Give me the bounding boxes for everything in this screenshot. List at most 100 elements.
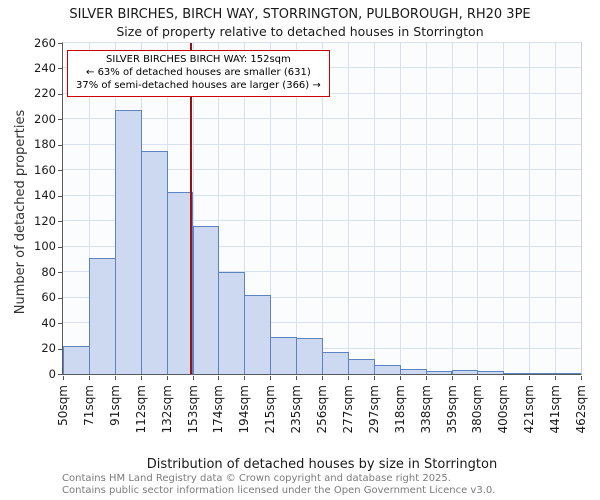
- x-tick-mark: [425, 376, 427, 380]
- x-gridline: [451, 43, 453, 374]
- x-tick-label-text: 50sqm: [56, 385, 70, 426]
- y-tick-label: 240: [34, 60, 56, 75]
- x-tick-label-text: 132sqm: [159, 385, 174, 434]
- x-tick-mark: [140, 376, 142, 380]
- x-axis-title: Distribution of detached houses by size …: [146, 457, 498, 472]
- x-tick-label-text: 256sqm: [315, 385, 329, 434]
- y-tick-mark: [58, 43, 62, 44]
- x-tick-label-text: 400sqm: [496, 385, 511, 434]
- y-tick-mark: [58, 144, 62, 146]
- x-tick-label-text: 194sqm: [237, 385, 252, 434]
- x-tick-mark: [451, 376, 453, 380]
- x-tick-label-text: 421sqm: [522, 385, 537, 434]
- x-gridline: [88, 43, 90, 374]
- y-tick-mark: [58, 348, 62, 350]
- y-tick-label: 160: [34, 162, 56, 177]
- annotation-line-2: ← 63% of detached houses are smaller (63…: [86, 67, 311, 79]
- x-gridline: [296, 43, 298, 374]
- y-tick-mark: [58, 374, 62, 375]
- chart-title: SILVER BIRCHES, BIRCH WAY, STORRINGTON, …: [69, 7, 531, 22]
- x-tick-label-text: 318sqm: [392, 385, 407, 434]
- x-tick-label-text: 380sqm: [470, 385, 485, 434]
- histogram-bar: [451, 370, 479, 374]
- x-tick-mark: [296, 376, 298, 380]
- y-tick-label: 260: [34, 35, 56, 50]
- x-gridline: [322, 43, 323, 374]
- y-tick-label: 180: [34, 137, 56, 152]
- x-tick-mark: [477, 376, 479, 380]
- x-tick-mark: [503, 376, 505, 380]
- x-tick-mark: [347, 376, 349, 380]
- histogram-bar: [270, 337, 298, 374]
- x-tick-label-text: 338sqm: [418, 385, 433, 434]
- y-tick-label: 40: [41, 315, 56, 330]
- x-gridline: [244, 43, 246, 374]
- footer-line-2: Contains public sector information licen…: [62, 485, 496, 497]
- x-tick-mark: [244, 376, 246, 380]
- x-gridline: [477, 43, 479, 374]
- x-gridline: [399, 43, 401, 374]
- y-tick-mark: [58, 119, 62, 121]
- histogram-bar: [529, 372, 557, 374]
- histogram-bar: [296, 338, 323, 374]
- x-tick-label-text: 462sqm: [574, 385, 588, 434]
- plot-area: SILVER BIRCHES BIRCH WAY: 152sqm ← 63% o…: [62, 42, 582, 375]
- histogram-bar: [63, 346, 90, 374]
- x-tick-mark: [114, 376, 116, 380]
- y-tick-mark: [58, 323, 62, 325]
- y-tick-label: 120: [34, 213, 56, 228]
- x-tick-label-text: 71sqm: [81, 385, 96, 426]
- x-tick-label-text: 297sqm: [366, 385, 381, 434]
- x-gridline: [373, 43, 375, 374]
- x-gridline: [529, 43, 531, 374]
- x-tick-mark: [373, 376, 375, 380]
- x-gridline: [218, 43, 220, 374]
- histogram-bar: [88, 258, 116, 374]
- y-tick-mark: [58, 221, 62, 223]
- histogram-bar: [166, 191, 194, 374]
- footer-line-1: Contains HM Land Registry data © Crown c…: [62, 473, 451, 484]
- x-tick-mark: [399, 376, 401, 380]
- x-tick-mark: [192, 376, 194, 380]
- x-tick-mark: [555, 376, 557, 380]
- x-tick-mark: [270, 376, 272, 380]
- y-tick-mark: [58, 246, 62, 248]
- x-gridline: [347, 43, 349, 374]
- x-gridline: [503, 43, 505, 374]
- histogram-bar: [140, 151, 168, 374]
- x-tick-label-text: 153sqm: [185, 385, 200, 434]
- histogram-bar: [399, 368, 427, 374]
- histogram-bar: [477, 371, 505, 374]
- y-gridline: [63, 42, 581, 43]
- x-tick-label-text: 277sqm: [340, 385, 355, 434]
- annotation-line-3: 37% of semi-detached houses are larger (…: [76, 80, 321, 92]
- y-tick-label: 20: [41, 341, 56, 356]
- x-tick-mark: [529, 376, 531, 380]
- chart-subtitle: Size of property relative to detached ho…: [116, 24, 484, 39]
- x-gridline: [425, 43, 427, 374]
- y-tick-label: 140: [34, 188, 56, 203]
- annotation-line-1: SILVER BIRCHES BIRCH WAY: 152sqm: [106, 54, 291, 65]
- x-gridline: [555, 43, 557, 374]
- x-tick-label-text: 91sqm: [107, 385, 122, 426]
- y-tick-mark: [58, 170, 62, 172]
- y-tick-mark: [58, 93, 62, 95]
- annotation-box: SILVER BIRCHES BIRCH WAY: 152sqm ← 63% o…: [67, 50, 330, 97]
- histogram-bar: [192, 226, 220, 374]
- x-tick-label-text: 215sqm: [263, 385, 278, 434]
- y-tick-label: 200: [34, 111, 56, 126]
- histogram-bar: [373, 365, 401, 374]
- y-tick-label: 220: [34, 86, 56, 101]
- y-tick-label: 0: [48, 366, 56, 381]
- histogram-bar: [425, 371, 453, 374]
- histogram-bar: [555, 372, 581, 374]
- histogram-bar: [244, 295, 272, 374]
- property-size-marker-line: [190, 43, 193, 374]
- x-tick-label-text: 235sqm: [289, 385, 304, 434]
- x-tick-label-text: 112sqm: [133, 385, 148, 434]
- histogram-bar: [503, 372, 531, 374]
- y-tick-mark: [58, 272, 62, 274]
- histogram-bar: [322, 352, 349, 374]
- x-tick-mark: [218, 376, 220, 380]
